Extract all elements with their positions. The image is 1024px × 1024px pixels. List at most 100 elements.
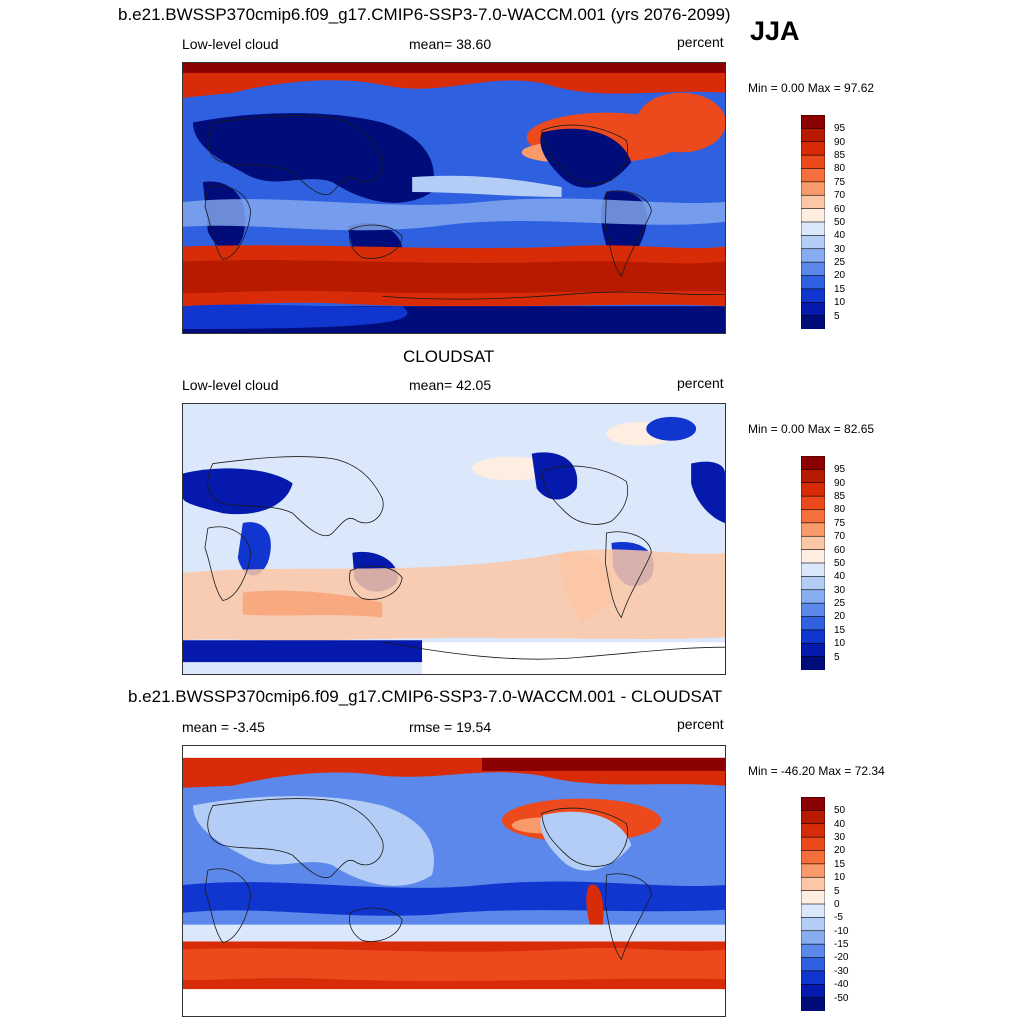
panel-2-colorbar-tick: 75 [834,517,846,529]
colorbar-swatch [801,957,825,972]
panel-1-colorbar-tick: 10 [834,297,846,309]
colorbar-swatch [801,903,825,918]
colorbar-swatch [801,141,825,156]
panel-2-colorbar-labels: 95 90 85 80 75 70 60 50 40 30 25 20 15 1… [834,456,874,670]
panel-2-colorbar-tick: 15 [834,624,846,636]
panel-1-colorbar-tick: 20 [834,270,846,282]
panel-1-colorbar [801,115,825,329]
colorbar-swatch [801,235,825,250]
colorbar-swatch [801,181,825,196]
colorbar-swatch [801,797,825,811]
panel-3-mean-label: mean = -3.45 [182,719,265,735]
panel-2-colorbar-tick: 25 [834,598,846,610]
panel-2-map [182,403,726,675]
panel-3-map [182,745,726,1017]
colorbar-swatch [801,482,825,497]
panel-3-minmax-label: Min = -46.20 Max = 72.34 [748,764,885,778]
panel-3-colorbar-tick: -5 [834,912,843,924]
panel-3-colorbar-tick: 15 [834,858,846,870]
panel-2-title: CLOUDSAT [403,347,495,366]
colorbar-swatch [801,823,825,838]
panel-1-units-label: percent [677,34,724,50]
panel-1-minmax-label: Min = 0.00 Max = 97.62 [748,81,875,95]
colorbar-swatch [801,629,825,644]
panel-2-colorbar-tick: 10 [834,638,846,650]
panel-3-colorbar [801,797,825,1011]
panel-3-colorbar-swatches [801,797,825,1011]
panel-2-colorbar-tick: 95 [834,464,846,476]
panel-3-colorbar-tick: -10 [834,925,849,937]
panel-1-colorbar-tick: 50 [834,216,846,228]
panel-1-map [182,62,726,334]
panel-1-colorbar-tick: 5 [834,310,840,322]
colorbar-swatch [801,301,825,317]
panel-3-colorbar-tick: 50 [834,805,846,817]
panel-2-colorbar-tick: 85 [834,491,846,503]
panel-2-colorbar-tick: 30 [834,584,846,596]
colorbar-swatch [801,917,825,932]
panel-2-colorbar-swatches [801,456,825,670]
panel-2-colorbar-tick: 70 [834,531,846,543]
colorbar-swatch [801,642,825,658]
colorbar-swatch [801,115,825,129]
panel-3-colorbar-tick: -50 [834,992,849,1004]
panel-3-colorbar-tick: 5 [834,885,840,897]
panel-1-colorbar-tick: 25 [834,257,846,269]
panel-1-colorbar-swatches [801,115,825,329]
panel-3-colorbar-tick: -20 [834,952,849,964]
colorbar-swatch [801,535,825,551]
colorbar-swatch [801,930,825,945]
colorbar-swatch [801,810,825,825]
panel-1-title: b.e21.BWSSP370cmip6.f09_g17.CMIP6-SSP3-7… [118,5,731,24]
colorbar-swatch [801,208,825,223]
panel-2-colorbar-tick: 50 [834,557,846,569]
panel-2-colorbar [801,456,825,670]
panel-2-variable-label: Low-level cloud [182,377,279,393]
panel-1-colorbar-tick: 80 [834,163,846,175]
panel-1-colorbar-tick: 95 [834,123,846,135]
panel-3-rmse-label: rmse = 19.54 [409,719,492,735]
colorbar-swatch [801,616,825,631]
colorbar-swatch [801,275,825,290]
colorbar-swatch [801,154,825,170]
colorbar-swatch [801,549,825,564]
panel-1-colorbar-tick: 30 [834,243,846,255]
colorbar-swatch [801,863,825,878]
colorbar-swatch [801,248,825,263]
colorbar-swatch [801,315,825,329]
colorbar-swatch [801,589,825,604]
colorbar-swatch [801,997,825,1011]
colorbar-swatch [801,943,825,959]
panel-1-colorbar-labels: 95 90 85 80 75 70 60 50 40 30 25 20 15 1… [834,115,874,329]
panel-2-colorbar-tick: 60 [834,544,846,556]
colorbar-swatch [801,576,825,591]
panel-1-mean-label: mean= 38.60 [409,36,492,52]
panel-2-colorbar-tick: 80 [834,504,846,516]
colorbar-swatch [801,261,825,277]
colorbar-swatch [801,970,825,985]
panel-1-colorbar-tick: 70 [834,190,846,202]
colorbar-swatch [801,983,825,999]
panel-3-colorbar-tick: -30 [834,965,849,977]
colorbar-swatch [801,469,825,484]
colorbar-swatch [801,456,825,470]
colorbar-swatch [801,221,825,236]
panel-1-colorbar-tick: 60 [834,203,846,215]
panel-1-colorbar-tick: 40 [834,230,846,242]
panel-3-colorbar-tick: -15 [834,939,849,951]
panel-1-colorbar-tick: 85 [834,150,846,162]
colorbar-swatch [801,495,825,511]
colorbar-swatch [801,522,825,537]
panel-3-colorbar-labels: 50 40 30 20 15 10 5 0 -5 -10 -15 -20 -30… [834,797,874,1011]
panel-3-units-label: percent [677,716,724,732]
panel-3-colorbar-tick: 10 [834,872,846,884]
panel-2-colorbar-tick: 90 [834,477,846,489]
panel-3-title: b.e21.BWSSP370cmip6.f09_g17.CMIP6-SSP3-7… [128,687,723,706]
panel-2-colorbar-tick: 40 [834,571,846,583]
colorbar-swatch [801,602,825,618]
colorbar-swatch [801,128,825,143]
panel-3-colorbar-tick: 40 [834,818,846,830]
colorbar-swatch [801,288,825,303]
panel-2-minmax-label: Min = 0.00 Max = 82.65 [748,422,875,436]
colorbar-swatch [801,890,825,905]
